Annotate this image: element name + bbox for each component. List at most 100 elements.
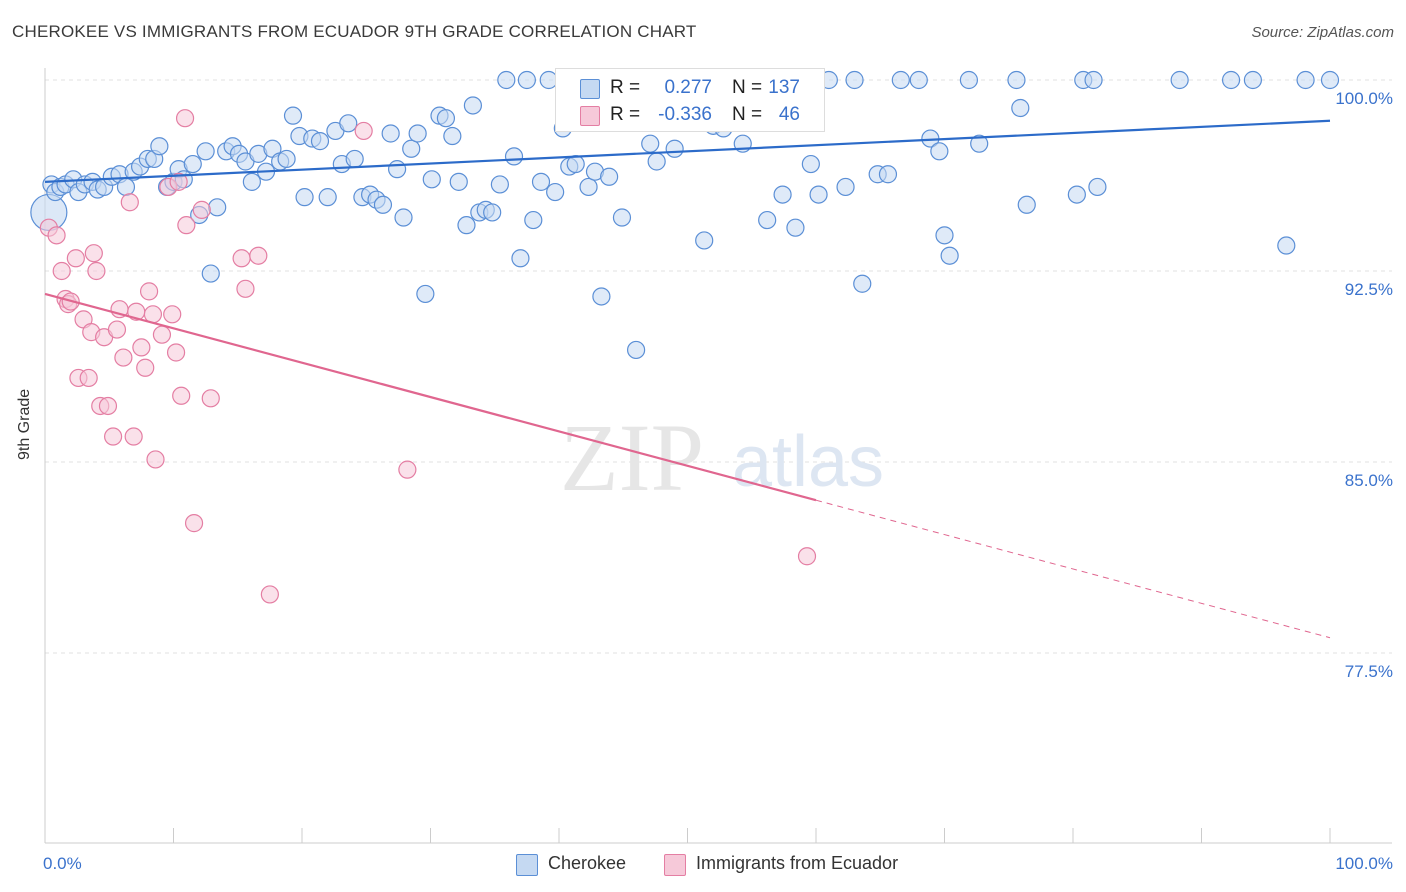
cherokee-point xyxy=(773,185,792,204)
cherokee-point xyxy=(295,188,314,207)
cherokee-point xyxy=(242,172,261,191)
cherokee-point xyxy=(373,195,393,214)
ecuador-point xyxy=(52,261,71,281)
ecuador-point xyxy=(98,396,118,416)
cherokee-point xyxy=(208,198,227,217)
ecuador-swatch xyxy=(580,106,600,126)
cherokee-point xyxy=(626,340,646,360)
ecuador-point xyxy=(184,514,204,533)
cherokee-point xyxy=(497,70,516,90)
ecuador-point xyxy=(146,450,165,469)
cherokee-point xyxy=(1007,70,1026,90)
cherokee-point xyxy=(891,70,910,90)
n-label: N = xyxy=(732,77,763,98)
ecuador-point xyxy=(177,216,196,235)
cherokee-point xyxy=(422,170,441,189)
cherokee-point xyxy=(483,203,502,222)
cherokee-point xyxy=(318,188,337,207)
cherokee-point xyxy=(1277,236,1296,255)
cherokee-point xyxy=(836,177,855,197)
ecuador-legend-label: Immigrants from Ecuador xyxy=(696,853,899,873)
cherokee-swatch xyxy=(580,79,600,99)
cherokee-point xyxy=(1320,70,1340,90)
ecuador-point xyxy=(232,249,251,268)
cherokee-point xyxy=(566,154,585,174)
tick-labels: 100.0% 92.5% 85.0% 77.5% 0.0% 100.0% xyxy=(43,89,1393,873)
cherokee-point xyxy=(283,106,303,125)
ecuador-point xyxy=(192,200,211,219)
cherokee-point xyxy=(786,218,805,237)
cherokee-point xyxy=(909,70,928,90)
cherokee-point xyxy=(930,142,949,161)
ecuador-point xyxy=(797,547,817,566)
legend-row-cherokee: R = 0.277 N = 137 xyxy=(556,75,824,101)
cherokee-point xyxy=(959,70,979,90)
axes xyxy=(44,68,1392,844)
cherokee-point xyxy=(1067,185,1086,204)
cherokee-point xyxy=(1017,195,1036,214)
ecuador-point xyxy=(201,389,220,408)
cherokee-point xyxy=(116,177,136,197)
trend-lines xyxy=(44,119,1331,639)
cherokee-point xyxy=(1243,70,1263,90)
cherokee-point xyxy=(853,274,872,293)
cherokee-point xyxy=(381,124,400,143)
cherokee-point xyxy=(1084,70,1103,90)
cherokee-point xyxy=(1088,177,1107,197)
source-label: Source: ZipAtlas.com xyxy=(1251,24,1394,41)
x-tick-label-max: 100.0% xyxy=(1335,854,1393,873)
ecuador-points xyxy=(39,109,817,604)
ecuador-point xyxy=(84,244,103,263)
cherokee-point xyxy=(531,172,551,191)
ecuador-point xyxy=(152,325,172,344)
correlation-legend: R = 0.277 N = 137 R = -0.336 N = 46 xyxy=(555,68,825,132)
cherokee-point xyxy=(809,185,828,204)
cherokee-point xyxy=(345,149,364,169)
cherokee-point xyxy=(940,246,959,265)
cherokee-point xyxy=(546,182,565,202)
ecuador-legend-swatch xyxy=(664,854,686,876)
cherokee-point xyxy=(339,114,358,133)
cherokee-point xyxy=(416,284,435,304)
cherokee-r-value: 0.277 xyxy=(664,77,712,98)
y-tick-label-0: 100.0% xyxy=(1335,89,1393,108)
cherokee-point xyxy=(449,172,468,191)
cherokee-point xyxy=(1221,70,1241,90)
cherokee-point xyxy=(490,175,509,194)
cherokee-point xyxy=(387,160,407,179)
x-tick-label-min: 0.0% xyxy=(43,854,82,873)
cherokee-point xyxy=(845,70,864,90)
ecuador-point xyxy=(124,427,143,446)
cherokee-point xyxy=(277,149,296,169)
cherokee-points xyxy=(30,70,1340,360)
cherokee-point xyxy=(970,134,989,153)
cherokee-point xyxy=(647,152,666,171)
ecuador-point xyxy=(114,348,133,367)
cherokee-point xyxy=(1296,70,1315,90)
ecuador-point xyxy=(66,249,85,268)
cherokee-point xyxy=(524,210,543,230)
ecuador-n-value: 46 xyxy=(778,104,800,125)
y-tick-label-1: 92.5% xyxy=(1345,280,1393,299)
r-label: R = xyxy=(610,104,641,125)
watermark-atlas: atlas xyxy=(732,422,884,502)
ecuador-point xyxy=(354,121,373,141)
ecuador-point xyxy=(47,226,66,245)
legend-row-ecuador: R = -0.336 N = 46 xyxy=(556,102,824,128)
cherokee-point xyxy=(443,126,462,146)
ecuador-point xyxy=(104,427,123,446)
ecuador-point xyxy=(136,358,155,377)
cherokee-point xyxy=(579,177,598,197)
ecuador-point xyxy=(172,386,191,405)
cherokee-point xyxy=(183,154,202,174)
cherokee-point xyxy=(758,210,777,230)
ecuador-point xyxy=(260,585,279,604)
y-tick-label-2: 85.0% xyxy=(1345,471,1393,490)
cherokee-point xyxy=(600,167,619,186)
cherokee-point xyxy=(641,134,660,153)
cherokee-point xyxy=(504,147,524,166)
cherokee-point xyxy=(801,154,820,174)
cherokee-point xyxy=(935,226,954,245)
cherokee-point xyxy=(310,132,330,151)
